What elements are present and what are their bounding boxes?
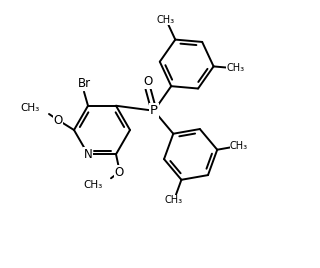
Text: CH₃: CH₃	[21, 102, 40, 113]
Text: O: O	[53, 114, 63, 126]
Text: CH₃: CH₃	[227, 63, 244, 73]
Text: N: N	[84, 148, 92, 161]
Text: P: P	[150, 104, 158, 117]
Text: CH₃: CH₃	[165, 195, 183, 206]
Text: CH₃: CH₃	[157, 15, 175, 25]
Text: Br: Br	[77, 77, 91, 90]
Text: CH₃: CH₃	[84, 180, 103, 190]
Text: O: O	[114, 166, 124, 179]
Text: O: O	[143, 75, 153, 88]
Text: CH₃: CH₃	[230, 141, 248, 151]
